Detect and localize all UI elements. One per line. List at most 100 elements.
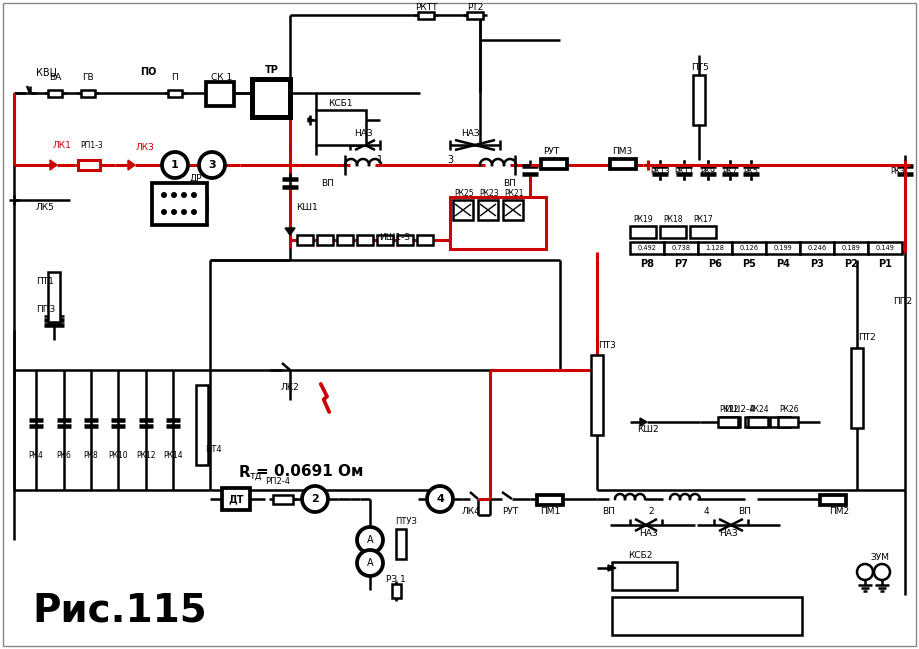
Text: 2: 2	[312, 494, 319, 504]
Text: ИШ1-3: ИШ1-3	[380, 232, 411, 241]
Text: ПП2: ПП2	[893, 297, 913, 306]
Text: ВА: ВА	[49, 73, 62, 82]
Bar	[745, 417, 765, 427]
Polygon shape	[128, 160, 135, 170]
Text: РУТ: РУТ	[502, 506, 518, 515]
Text: ДТ: ДТ	[228, 494, 244, 504]
Bar	[851, 348, 863, 428]
Text: = 0.0691 Ом: = 0.0691 Ом	[256, 465, 363, 480]
Bar	[377, 235, 393, 245]
Text: 0.149: 0.149	[876, 245, 894, 251]
Bar	[78, 160, 100, 170]
Bar	[732, 242, 766, 254]
Bar	[222, 488, 250, 510]
Bar	[503, 200, 523, 220]
Bar	[612, 562, 677, 590]
Text: КВЦ: КВЦ	[36, 67, 57, 77]
Text: ПТ5: ПТ5	[691, 64, 709, 73]
Text: НАЗ: НАЗ	[460, 130, 480, 138]
Text: ВП: ВП	[603, 506, 616, 515]
Bar	[396, 529, 406, 559]
Circle shape	[181, 192, 187, 198]
Bar	[453, 200, 473, 220]
Text: ПО: ПО	[140, 67, 156, 77]
Circle shape	[191, 209, 197, 215]
Text: ЛК1: ЛК1	[52, 140, 72, 149]
Text: РКТТ: РКТТ	[414, 3, 437, 12]
Bar	[718, 417, 738, 427]
Bar	[630, 226, 656, 238]
Bar	[152, 183, 207, 225]
Text: 4: 4	[436, 494, 444, 504]
Bar	[337, 235, 353, 245]
Text: КШ1: КШ1	[296, 202, 318, 212]
Circle shape	[302, 486, 328, 512]
Text: РП2-4: РП2-4	[266, 476, 290, 485]
Text: 4: 4	[703, 506, 709, 515]
Text: П: П	[172, 73, 178, 82]
Circle shape	[357, 550, 383, 576]
Text: тд: тд	[250, 471, 263, 481]
Text: РК6: РК6	[57, 450, 72, 459]
Text: РК21: РК21	[505, 188, 524, 197]
Circle shape	[857, 564, 873, 580]
Circle shape	[427, 486, 453, 512]
Text: $\mathbf{R}$: $\mathbf{R}$	[238, 464, 252, 480]
Text: Р3: Р3	[810, 259, 824, 269]
Bar	[450, 197, 546, 249]
Text: РК11: РК11	[675, 167, 694, 177]
Text: ЛК2: ЛК2	[280, 384, 300, 393]
Text: ГВ: ГВ	[82, 73, 94, 82]
Bar	[612, 597, 802, 635]
Circle shape	[161, 209, 167, 215]
Bar	[252, 79, 290, 117]
Bar	[357, 235, 373, 245]
Text: КСБ1: КСБ1	[328, 99, 352, 108]
Text: 1.128: 1.128	[706, 245, 724, 251]
Bar	[417, 235, 433, 245]
Text: 3: 3	[447, 155, 453, 165]
Text: ЛК4: ЛК4	[461, 506, 481, 515]
Circle shape	[199, 152, 225, 178]
Text: Р6: Р6	[708, 259, 722, 269]
Bar	[81, 90, 95, 97]
Bar	[316, 110, 366, 145]
Text: Р5: Р5	[742, 259, 756, 269]
Text: КСБ2: КСБ2	[628, 550, 652, 559]
Bar	[591, 355, 603, 435]
Bar	[467, 12, 483, 19]
Text: ЗУМ: ЗУМ	[870, 554, 890, 563]
Bar	[397, 235, 413, 245]
Text: РК9: РК9	[700, 167, 715, 177]
Bar	[610, 159, 636, 169]
Circle shape	[161, 192, 167, 198]
Circle shape	[191, 192, 197, 198]
Text: НАЗ: НАЗ	[719, 528, 737, 537]
Text: Р7: Р7	[674, 259, 688, 269]
Polygon shape	[608, 565, 616, 571]
Text: 1: 1	[377, 155, 383, 165]
Text: ЛК3: ЛК3	[136, 143, 154, 153]
Text: РК3: РК3	[891, 167, 905, 177]
Text: ПТ1: ПТ1	[36, 278, 54, 286]
Circle shape	[357, 527, 383, 553]
Bar	[168, 90, 182, 97]
Text: РК19: РК19	[633, 215, 652, 225]
Bar	[273, 495, 293, 504]
Text: 0.246: 0.246	[808, 245, 826, 251]
Text: 0.126: 0.126	[740, 245, 758, 251]
Text: РК4: РК4	[28, 450, 43, 459]
Bar	[317, 235, 333, 245]
Text: ВП: ВП	[739, 506, 752, 515]
Text: РК18: РК18	[664, 215, 683, 225]
Bar	[48, 90, 62, 97]
Text: ПТУЗ: ПТУЗ	[395, 517, 417, 526]
Text: РК26: РК26	[779, 406, 799, 415]
Text: НАЗ: НАЗ	[354, 130, 372, 138]
Text: ПТ4: ПТ4	[205, 445, 221, 454]
Circle shape	[874, 564, 890, 580]
Text: ПТ3: ПТ3	[598, 341, 616, 350]
Text: Р2: Р2	[844, 259, 858, 269]
Text: Р8: Р8	[640, 259, 654, 269]
Text: РК12: РК12	[136, 450, 155, 459]
